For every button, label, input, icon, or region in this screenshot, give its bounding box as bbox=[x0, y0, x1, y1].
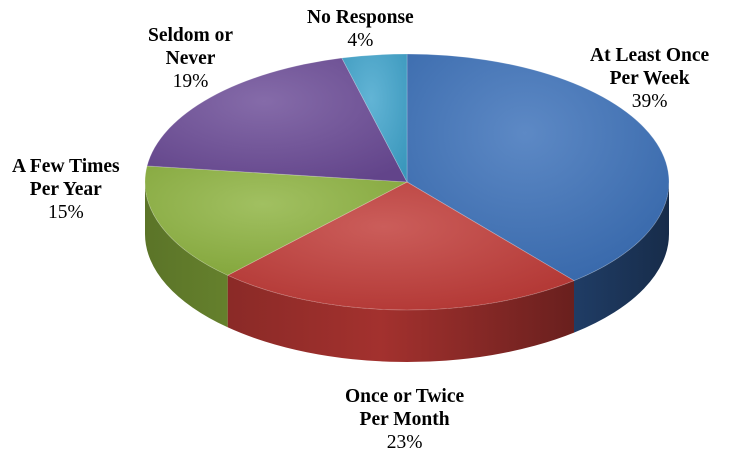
label-at-least-once-per-week: At Least Once Per Week 39% bbox=[590, 44, 709, 113]
pie-sides bbox=[145, 182, 669, 363]
slice-name-line: At Least Once bbox=[590, 45, 710, 66]
slice-side-a-few-times-per-year bbox=[145, 182, 228, 328]
slice-name-line: Per Week bbox=[609, 68, 690, 89]
label-seldom-or-never: Seldom or Never 19% bbox=[148, 24, 233, 93]
slice-percent: 39% bbox=[631, 91, 668, 112]
slice-once-or-twice-per-month bbox=[226, 181, 575, 311]
slice-name-line: A Few Times bbox=[12, 156, 120, 177]
slice-at-least-once-per-week bbox=[406, 53, 670, 282]
label-no-response: No Response 4% bbox=[307, 6, 414, 52]
slice-name-line: Once or Twice bbox=[345, 386, 465, 407]
slice-no-response bbox=[341, 53, 408, 183]
slice-name-line: No Response bbox=[307, 7, 414, 28]
slice-side-at-least-once-per-week bbox=[574, 182, 669, 333]
slice-name-line: Seldom or bbox=[148, 25, 234, 46]
slice-a-few-times-per-year bbox=[144, 165, 409, 276]
slice-percent: 4% bbox=[347, 30, 374, 51]
pie-top-faces bbox=[144, 53, 670, 311]
slice-percent: 15% bbox=[47, 202, 84, 223]
slice-seldom-or-never bbox=[146, 57, 408, 183]
slice-percent: 19% bbox=[172, 71, 209, 92]
label-a-few-times-per-year: A Few Times Per Year 15% bbox=[12, 155, 120, 224]
slice-name-line: Per Year bbox=[29, 179, 102, 200]
slice-name-line: Never bbox=[165, 48, 216, 69]
label-once-or-twice-per-month: Once or Twice Per Month 23% bbox=[345, 385, 464, 454]
slice-name-line: Per Month bbox=[359, 409, 450, 430]
slice-percent: 23% bbox=[386, 432, 423, 453]
slice-side-once-or-twice-per-month bbox=[227, 275, 575, 363]
